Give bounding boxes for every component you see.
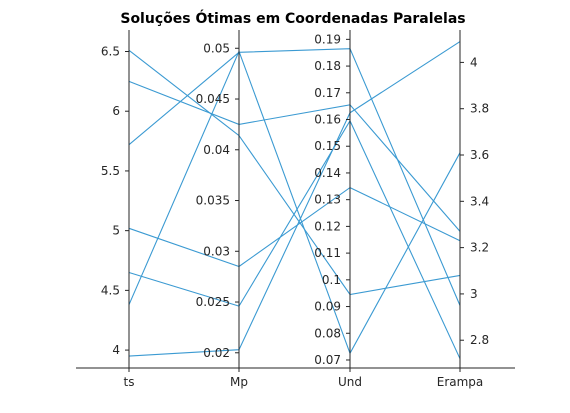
axis-1: 0.02 0.025 0.03 0.035 0.04 0.045 0.05 Mp [196, 30, 248, 389]
tick-label: 3.4 [470, 194, 489, 208]
series-line-5 [128, 49, 461, 355]
series-line-2 [128, 48, 461, 306]
tick-label: 5.5 [101, 164, 120, 178]
tick-label: 0.025 [196, 295, 230, 309]
series-line-3 [128, 186, 461, 268]
tick-label: 3.8 [470, 102, 489, 116]
tick-label: 0.03 [203, 244, 230, 258]
tick-label: 0.16 [314, 113, 341, 127]
tick-label: 0.13 [314, 193, 341, 207]
axis-3: 2.8 3 3.2 3.4 3.6 3.8 4 Erampa [437, 30, 489, 389]
tick-label: 0.09 [314, 300, 341, 314]
tick-label: 0.07 [314, 353, 341, 367]
tick-label: 0.18 [314, 59, 341, 73]
tick-label: 2.8 [470, 333, 489, 347]
tick-label: 0.05 [203, 41, 230, 55]
tick-label: 4 [112, 343, 120, 357]
series-line-4 [128, 119, 461, 359]
tick-label: 0.19 [314, 32, 341, 46]
tick-label: 0.035 [196, 194, 230, 208]
series-line-7 [128, 80, 461, 232]
axis-0: 4 4.5 5 5.5 6 6.5 ts [101, 30, 135, 389]
tick-label: 6.5 [101, 44, 120, 58]
tick-label: 0.08 [314, 326, 341, 340]
axis-label: Und [338, 375, 362, 389]
tick-label: 0.14 [314, 166, 341, 180]
series-line-6 [128, 41, 461, 357]
axis-label: Mp [230, 375, 248, 389]
tick-label: 3.6 [470, 148, 489, 162]
axis-label: ts [124, 375, 135, 389]
tick-label: 4 [470, 55, 478, 69]
tick-label: 0.17 [314, 86, 341, 100]
tick-label: 6 [112, 104, 120, 118]
axis-label: Erampa [437, 375, 484, 389]
axis-2: 0.07 0.08 0.09 0.1 0.11 0.12 0.13 0.14 0.15 0.16 0… [314, 30, 362, 389]
tick-label: 0.02 [203, 346, 230, 360]
tick-label: 0.15 [314, 139, 341, 153]
tick-label: 5 [112, 224, 120, 238]
tick-label: 0.12 [314, 219, 341, 233]
tick-label: 4.5 [101, 283, 120, 297]
axes: 4 4.5 5 5.5 6 6.5 ts 0.02 0.025 0.03 0.035 0.04 0.04… [101, 30, 489, 389]
series-lines [128, 41, 461, 359]
tick-label: 3.2 [470, 241, 489, 255]
chart-title: Soluções Ótimas em Coordenadas Paralelas [120, 9, 465, 27]
tick-label: 0.1 [322, 273, 341, 287]
tick-label: 0.04 [203, 143, 230, 157]
tick-label: 0.045 [196, 92, 230, 106]
series-line-1 [128, 49, 461, 296]
tick-label: 0.11 [314, 246, 341, 260]
tick-label: 3 [470, 287, 478, 301]
